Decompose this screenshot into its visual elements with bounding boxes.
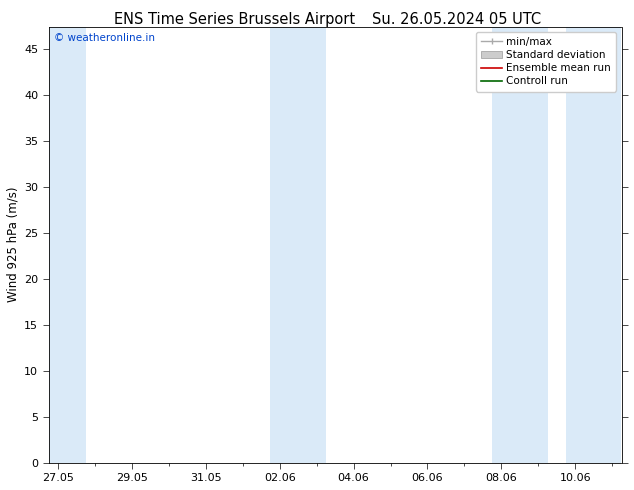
- Legend: min/max, Standard deviation, Ensemble mean run, Controll run: min/max, Standard deviation, Ensemble me…: [476, 32, 616, 92]
- Bar: [49, 26, 86, 463]
- Text: © weatheronline.in: © weatheronline.in: [55, 33, 155, 43]
- Y-axis label: Wind 925 hPa (m/s): Wind 925 hPa (m/s): [7, 187, 20, 302]
- Text: Su. 26.05.2024 05 UTC: Su. 26.05.2024 05 UTC: [372, 12, 541, 27]
- Text: ENS Time Series Brussels Airport: ENS Time Series Brussels Airport: [114, 12, 355, 27]
- Bar: [270, 26, 326, 463]
- Bar: [492, 26, 548, 463]
- Bar: [566, 26, 621, 463]
